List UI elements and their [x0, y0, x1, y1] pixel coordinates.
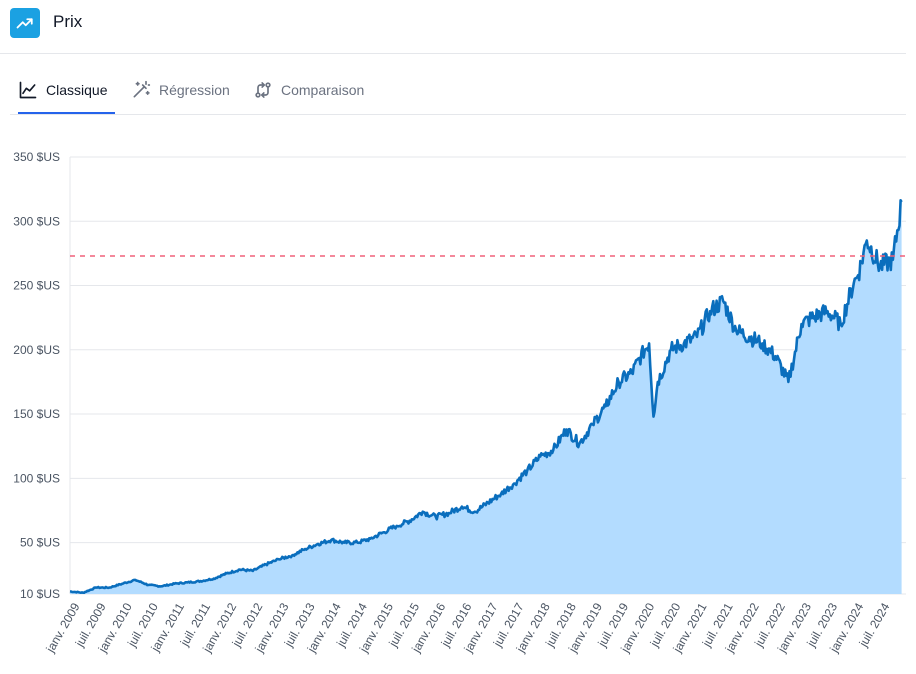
- tab-regression[interactable]: Régression: [131, 68, 230, 112]
- page-title: Prix: [53, 12, 83, 31]
- header: Prix: [0, 0, 906, 54]
- price-line: [69, 199, 903, 594]
- tab-label: Régression: [159, 82, 230, 98]
- y-tick-label: 10 $US: [20, 587, 60, 601]
- tab-classique[interactable]: Classique: [18, 68, 117, 114]
- magic-wand-icon: [131, 80, 151, 100]
- line-chart-icon: [18, 80, 38, 100]
- price-chart: 10 $US 50 $US 100 $US 150 $US 200 $US 250 $US…: [13, 150, 906, 656]
- price-area: [70, 200, 902, 595]
- y-tick-label: 350 $US: [13, 150, 60, 164]
- y-tick-label: 100 $US: [13, 471, 60, 485]
- compare-arrows-icon: [253, 80, 273, 100]
- tab-label: Classique: [46, 82, 108, 98]
- tab-bar: Classique Régression: [10, 68, 906, 115]
- tab-label: Comparaison: [281, 82, 365, 98]
- trending-up-icon: [10, 8, 40, 38]
- y-tick-label: 150 $US: [13, 407, 60, 421]
- y-axis: 10 $US 50 $US 100 $US 150 $US 200 $US 250 $US…: [13, 150, 60, 601]
- y-tick-label: 300 $US: [13, 214, 60, 228]
- y-tick-label: 250 $US: [13, 279, 60, 293]
- y-tick-label: 200 $US: [13, 343, 60, 357]
- y-tick-label: 50 $US: [20, 536, 60, 550]
- x-tick-label: janv. 2009: [43, 600, 83, 655]
- tab-comparaison[interactable]: Comparaison: [253, 68, 364, 112]
